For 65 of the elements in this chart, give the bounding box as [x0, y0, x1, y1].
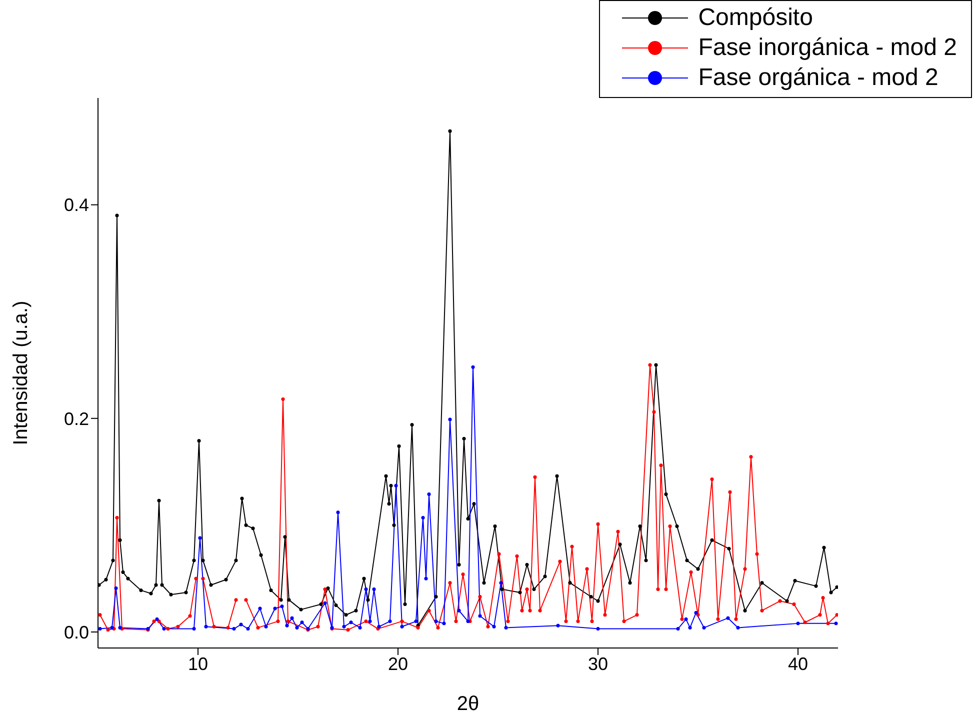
- point: [414, 619, 418, 624]
- point: [273, 606, 277, 610]
- point: [342, 624, 346, 628]
- point: [434, 619, 438, 624]
- point: [192, 626, 196, 631]
- point: [726, 616, 730, 620]
- x-tick-label: 10: [188, 654, 208, 674]
- point: [300, 620, 304, 624]
- point: [246, 626, 250, 631]
- point: [596, 626, 600, 631]
- point: [264, 624, 268, 628]
- point: [442, 622, 446, 626]
- point: [471, 365, 475, 369]
- point: [492, 624, 496, 628]
- point: [372, 587, 376, 592]
- legend-label: Fase orgánica - mod 2: [698, 64, 938, 92]
- point: [290, 616, 294, 620]
- x-tick-label: 20: [388, 654, 408, 674]
- point: [336, 510, 340, 514]
- point: [796, 622, 800, 626]
- point: [448, 418, 452, 422]
- point: [556, 624, 560, 628]
- point: [162, 626, 166, 631]
- point: [364, 587, 368, 592]
- point: [98, 626, 102, 631]
- x-tick-label: 40: [788, 654, 808, 674]
- y-tick-label: 0.0: [64, 622, 89, 642]
- point: [232, 626, 236, 631]
- point: [394, 484, 398, 488]
- point: [688, 626, 692, 630]
- point: [258, 606, 262, 610]
- point: [504, 626, 508, 630]
- point: [702, 626, 706, 630]
- point: [676, 626, 680, 631]
- point: [388, 619, 392, 624]
- y-axis-title: Intensidad (u.a.): [10, 300, 32, 446]
- y-tick-label: 0.4: [64, 195, 89, 216]
- point: [358, 626, 362, 630]
- y-tick-label: 0.2: [64, 408, 89, 429]
- point: [457, 608, 461, 612]
- point: [368, 619, 372, 624]
- point: [478, 614, 482, 618]
- x-axis-title: 2θ: [456, 693, 480, 715]
- x-tick-label: 30: [588, 654, 608, 674]
- legend-label: Fase inorgánica - mod 2: [698, 34, 957, 62]
- point: [280, 604, 284, 608]
- point: [427, 492, 431, 496]
- point: [424, 576, 428, 580]
- point: [694, 610, 698, 615]
- point: [295, 626, 299, 630]
- point: [239, 622, 243, 626]
- point: [349, 620, 353, 624]
- point: [114, 586, 118, 590]
- point: [499, 581, 503, 585]
- point: [834, 622, 838, 626]
- point: [736, 626, 740, 630]
- legend-label: Compósito: [698, 4, 813, 32]
- point: [684, 617, 688, 622]
- point: [198, 536, 202, 540]
- point: [377, 624, 381, 628]
- point: [323, 601, 327, 605]
- point: [285, 624, 289, 628]
- point: [400, 624, 404, 628]
- point: [421, 516, 425, 520]
- point: [204, 624, 208, 628]
